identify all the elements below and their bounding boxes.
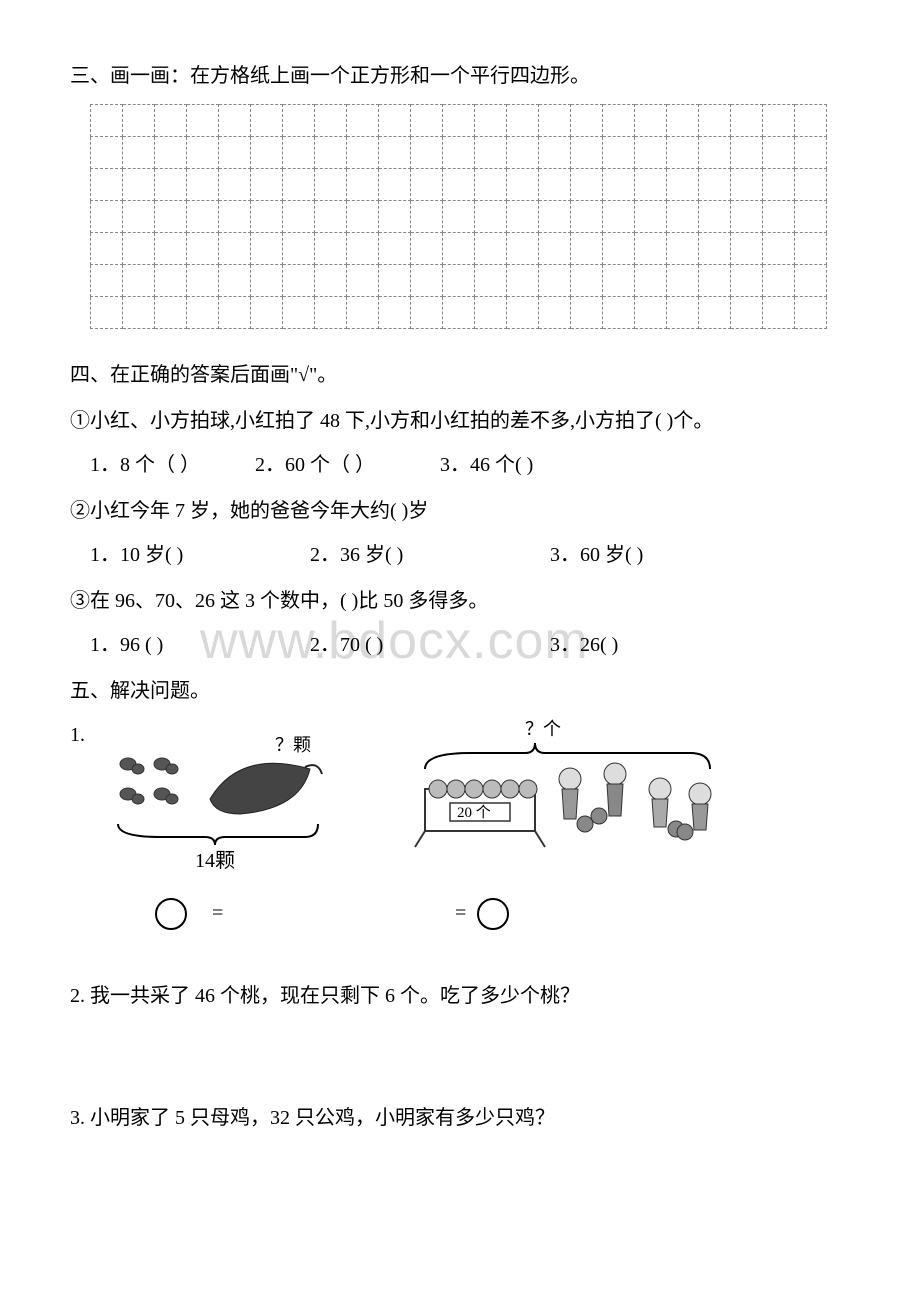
- circle-icon: [155, 898, 187, 930]
- section3-title: 三、画一画：在方格纸上画一个正方形和一个平行四边形。: [70, 60, 850, 92]
- q4-3-options: 1．96 ( ) 2．70 ( ) 3．26( ): [90, 629, 850, 661]
- q4-2-options: 1．10 岁( ) 2．36 岁( ) 3．60 岁( ): [90, 539, 850, 571]
- p5-3: 3. 小明家了 5 只母鸡，32 只公鸡，小明家有多少只鸡？: [70, 1102, 850, 1134]
- q4-1-opt2: 2．60 个（ ）: [255, 449, 435, 481]
- q4-2-text: ②小红今年 7 岁，她的爸爸今年大约( )岁: [70, 495, 850, 527]
- p5-1-label: 1.: [70, 719, 100, 751]
- q4-1-opt3: 3．46 个( ): [440, 449, 533, 481]
- fig1-total: 14颗: [195, 850, 235, 872]
- figure-basketballs: ？个 20 个: [400, 719, 730, 930]
- q4-2-opt2: 2．36 岁( ): [310, 539, 545, 571]
- fig2-box-label: 20 个: [457, 804, 491, 821]
- q4-2-opt1: 1．10 岁( ): [90, 539, 305, 571]
- fig2-eq: =: [455, 902, 466, 924]
- kids-icon: [559, 763, 711, 840]
- figure-beans: ？颗 14颗 =: [100, 719, 330, 930]
- section4-title: 四、在正确的答案后面画"√"。: [70, 359, 850, 391]
- q4-3-opt3: 3．26( ): [550, 629, 618, 661]
- fig1-answer: =: [155, 897, 330, 930]
- q4-2-opt3: 3．60 岁( ): [550, 539, 643, 571]
- grid-paper: [70, 104, 850, 329]
- fig1-eq: =: [212, 902, 223, 924]
- circle-icon: [477, 898, 509, 930]
- q4-1-options: 1．8 个（ ） 2．60 个（ ） 3．46 个( ): [90, 449, 850, 481]
- fig2-answer: =: [455, 897, 730, 930]
- p5-2: 2. 我一共采了 46 个桃，现在只剩下 6 个。吃了多少个桃？: [70, 980, 850, 1012]
- fig1-prompt-text: ？颗: [275, 735, 311, 755]
- section5-title: 五、解决问题。: [70, 675, 850, 707]
- q4-3-opt1: 1．96 ( ): [90, 629, 305, 661]
- fig2-prompt: ？个: [525, 719, 561, 739]
- q4-1-opt1: 1．8 个（ ）: [90, 449, 250, 481]
- q4-1-text: ①小红、小方拍球,小红拍了 48 下,小方和小红拍的差不多,小方拍了( )个。: [70, 405, 850, 437]
- q4-3-text: ③在 96、70、26 这 3 个数中，( )比 50 多得多。: [70, 585, 850, 617]
- q4-3-opt2: 2．70 ( ): [310, 629, 545, 661]
